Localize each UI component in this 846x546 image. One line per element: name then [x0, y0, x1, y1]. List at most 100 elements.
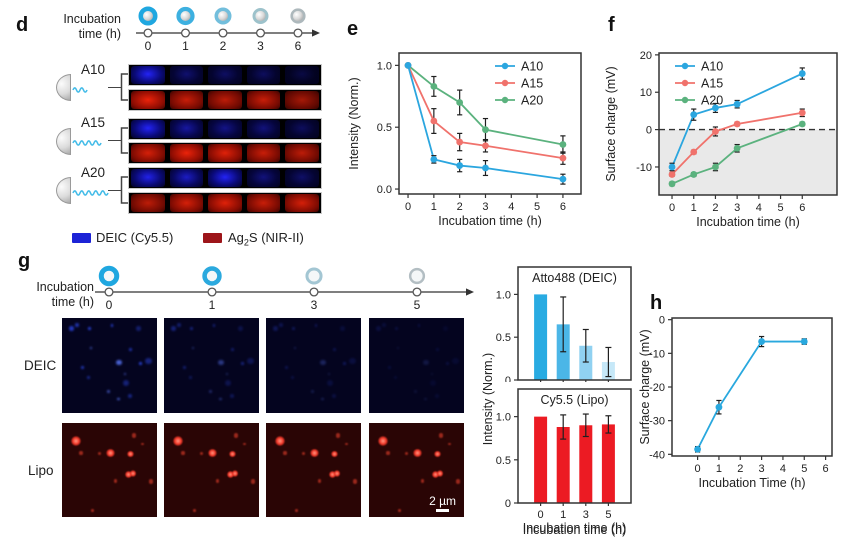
sample-label: A15 — [81, 115, 106, 130]
chart-e-intensity: 0 1 2 3 4 5 6 0.0 0.5 1.0 Incubation time (h) Inten… — [345, 40, 601, 232]
svg-text:6: 6 — [295, 39, 302, 53]
data-point-marker — [733, 100, 741, 108]
data-point-marker — [430, 117, 438, 125]
fluorescent-dot — [301, 451, 305, 455]
fluorescent-dot — [218, 359, 225, 366]
fluorescent-dot — [181, 451, 185, 455]
fluorescent-dot — [80, 366, 84, 370]
fluorescent-dot — [274, 435, 285, 446]
svg-text:0: 0 — [505, 375, 511, 382]
deic-microscopy-image — [164, 318, 259, 413]
svg-text:0: 0 — [106, 298, 113, 312]
fluorescent-dot — [225, 373, 228, 376]
fluorescent-dot — [199, 451, 203, 455]
data-point-marker — [559, 154, 567, 162]
legend-entry: A20 — [701, 94, 723, 108]
fluorescence-segment — [246, 66, 281, 84]
fluorescent-dot — [191, 346, 195, 349]
fluorescence-segment — [131, 169, 165, 187]
svg-text:-20: -20 — [649, 382, 665, 394]
x-axis-label: Incubation time (h) — [438, 214, 542, 228]
fluorescent-dot — [342, 361, 346, 365]
liposome-sphere-icon — [214, 7, 232, 25]
fluorescent-dot — [398, 509, 402, 512]
fluorescent-dot — [172, 435, 183, 446]
bar-chart-title: Atto488 (DEIC) — [532, 271, 617, 285]
svg-text:0: 0 — [669, 202, 675, 214]
fluorescent-dot — [70, 435, 81, 446]
bar — [534, 294, 548, 380]
fluorescent-dot — [448, 443, 451, 446]
data-point-marker — [559, 175, 567, 183]
fluorescence-segment — [169, 169, 204, 187]
fluorescent-dot — [333, 470, 341, 478]
fluorescent-dot — [91, 509, 95, 512]
chart-g-atto488-bars: 0 0.5 1.0 Atto488 (DEIC) — [485, 258, 635, 387]
data-point-marker — [668, 180, 676, 188]
svg-text:4: 4 — [780, 463, 786, 475]
deic-legend-label: DEIC (Cy5.5) — [96, 230, 174, 245]
data-point-marker — [758, 338, 765, 345]
fluorescent-dot — [417, 324, 421, 328]
liposome-sphere-icon — [305, 267, 323, 285]
svg-text:4: 4 — [756, 202, 762, 214]
svg-text:-30: -30 — [649, 416, 665, 428]
chart-h-surface-charge: 0 1 2 3 4 5 6 0 -10 -20 -30 -40 Incubation Time (h) S… — [636, 296, 846, 502]
deic-row-label: DEIC — [24, 358, 57, 373]
fluorescence-segment — [246, 91, 281, 109]
fluorescent-dot — [129, 470, 137, 478]
bar — [579, 345, 593, 380]
svg-text:0: 0 — [505, 498, 511, 510]
lipo-microscopy-image — [369, 423, 464, 517]
fluorescent-dot — [327, 380, 334, 387]
fluorescent-dot — [423, 359, 430, 366]
fluorescent-dot — [225, 380, 232, 387]
fluorescent-dot — [433, 450, 441, 458]
data-point-marker — [456, 162, 464, 169]
fluorescent-dot — [123, 373, 126, 376]
liposome-dome-icon — [56, 74, 71, 101]
fluorescence-segment — [285, 144, 319, 162]
svg-text:0.5: 0.5 — [377, 122, 392, 134]
bar-chart-title: Cy5.5 (Lipo) — [540, 393, 608, 407]
svg-text:5: 5 — [534, 201, 540, 213]
svg-text:6: 6 — [799, 202, 805, 214]
fluorescent-dot — [330, 450, 338, 458]
svg-text:-10: -10 — [636, 162, 652, 174]
bar — [534, 416, 548, 503]
fluorescent-dot — [177, 323, 181, 327]
svg-text:3: 3 — [734, 202, 740, 214]
data-point-marker — [690, 171, 698, 178]
chart-f-surface-charge: 0 1 2 3 4 5 6 -10 0 10 20 Incubation time (h) Surfac… — [602, 38, 846, 236]
fluorescent-dot — [292, 327, 296, 331]
chart-g-cy55-bars: 0 0.5 1.0 Incubation time (h) 0 1 3 5 Incubation… — [485, 384, 635, 537]
svg-text:4: 4 — [508, 201, 514, 213]
deic-legend-swatch — [72, 233, 91, 243]
data-point-marker — [690, 111, 698, 119]
fluorescent-dot — [284, 366, 288, 370]
svg-text:1: 1 — [182, 39, 189, 53]
data-point-marker — [482, 126, 489, 134]
svg-text:3: 3 — [482, 201, 488, 213]
lipid-tail-icon — [72, 189, 109, 196]
fluorescent-dot — [456, 479, 461, 484]
svg-text:3: 3 — [759, 463, 765, 475]
timeline-node-icon — [104, 287, 114, 297]
panel-g-letter: g — [18, 250, 31, 272]
sample-label: A20 — [81, 164, 106, 180]
x-axis-label: Incubation time (h) — [696, 215, 800, 229]
fluorescent-dot — [310, 449, 319, 458]
fluorescence-segment — [169, 144, 204, 162]
deic-channel-strip — [128, 118, 322, 140]
fluorescent-dot — [208, 389, 213, 394]
fluorescent-dot — [131, 433, 136, 438]
ag2s-post: S (NIR-II) — [248, 230, 304, 245]
timeline-node-icon — [293, 28, 303, 38]
fluorescent-dot — [106, 389, 111, 394]
svg-text:0: 0 — [695, 463, 701, 475]
data-point-marker — [798, 70, 806, 77]
fluorescence-segment — [208, 120, 242, 138]
fluorescent-dot — [310, 389, 315, 394]
svg-text:0.0: 0.0 — [377, 184, 392, 196]
